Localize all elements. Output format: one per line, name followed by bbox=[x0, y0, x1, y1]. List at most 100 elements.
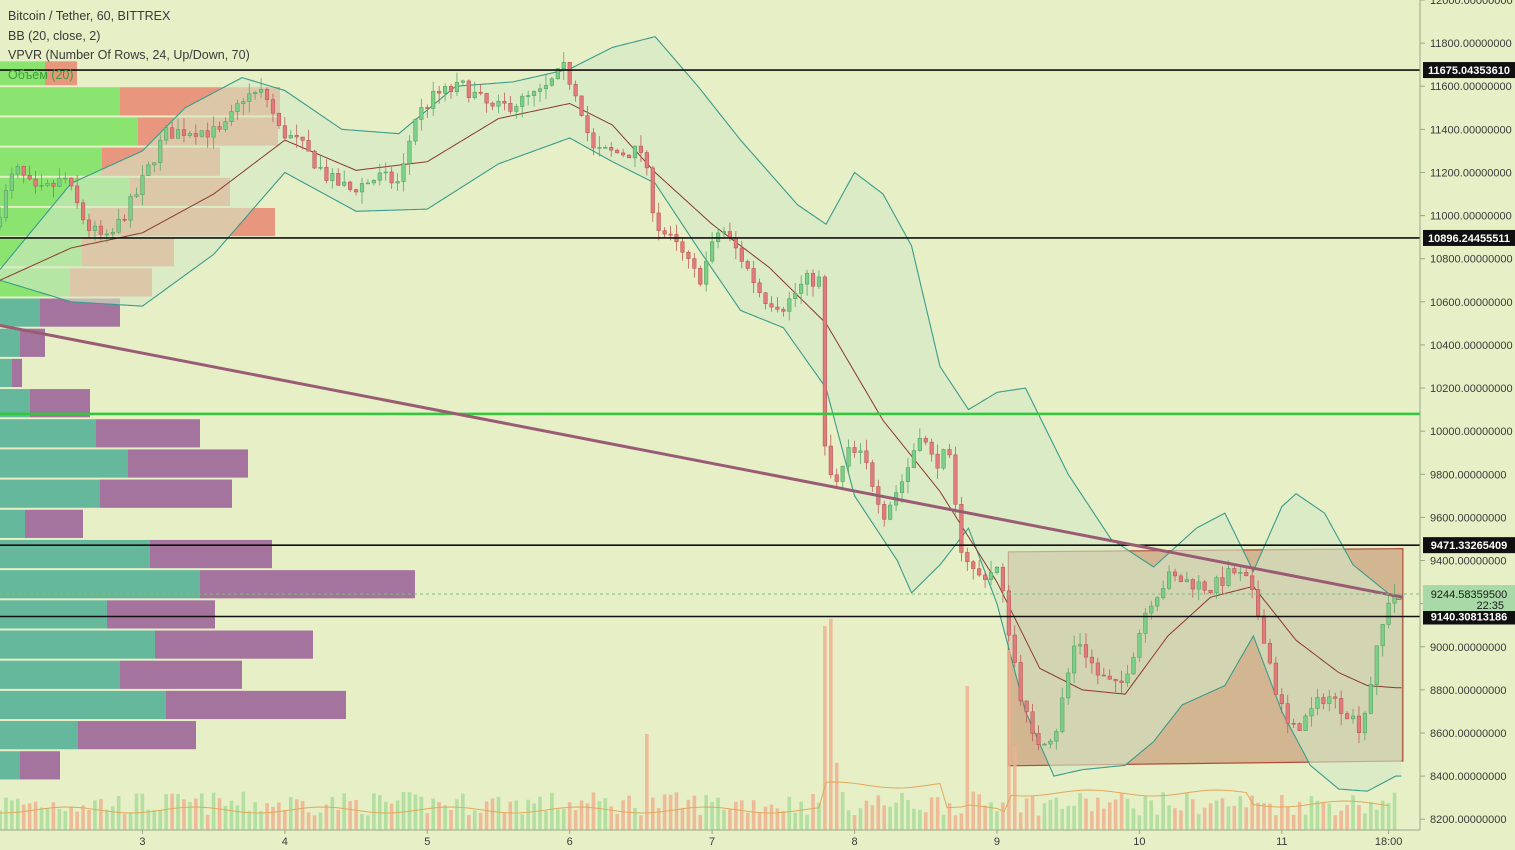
candle-body bbox=[1042, 743, 1047, 746]
volume-bar bbox=[935, 797, 940, 830]
volume-bar bbox=[947, 803, 952, 830]
candle-body bbox=[57, 178, 62, 187]
current-price-box bbox=[1423, 585, 1515, 612]
volume-bar bbox=[1024, 798, 1029, 830]
candle-body bbox=[532, 91, 537, 96]
volume-bar bbox=[1060, 808, 1065, 830]
vpvr-row-up bbox=[0, 389, 30, 418]
volume-bar bbox=[989, 802, 993, 830]
candle-body bbox=[971, 561, 976, 569]
candle-body bbox=[86, 219, 92, 231]
volume-bar bbox=[852, 815, 857, 830]
candle-body bbox=[656, 212, 661, 231]
volume-bar bbox=[1226, 806, 1231, 830]
candle-body bbox=[615, 149, 620, 154]
volume-bar bbox=[1036, 815, 1041, 830]
time-tick-label: 5 bbox=[424, 836, 430, 848]
volume-bar bbox=[1137, 815, 1142, 830]
candle-body bbox=[259, 89, 264, 93]
volume-bar bbox=[205, 814, 210, 830]
candle-body bbox=[888, 504, 893, 520]
volume-bar bbox=[633, 807, 637, 830]
legend-volume[interactable]: Объём (20) bbox=[8, 67, 74, 82]
candle-body bbox=[710, 241, 715, 262]
volume-bar bbox=[431, 798, 436, 830]
volume-bar bbox=[330, 797, 335, 830]
candle-body bbox=[1256, 589, 1261, 617]
volume-bar bbox=[1173, 808, 1177, 830]
vpvr-row-down bbox=[25, 509, 83, 538]
volume-bar bbox=[561, 808, 566, 830]
vpvr-histogram bbox=[0, 61, 415, 780]
volume-bar bbox=[556, 809, 560, 830]
descending-trendline[interactable] bbox=[0, 324, 1404, 599]
volume-bar bbox=[1196, 814, 1201, 830]
candle-body bbox=[816, 276, 821, 287]
candle-body bbox=[419, 107, 424, 120]
candle-body bbox=[354, 189, 359, 193]
volume-bar bbox=[366, 815, 370, 830]
candle-body bbox=[490, 102, 495, 107]
volume-bar bbox=[10, 800, 14, 830]
candle-body bbox=[1143, 612, 1148, 634]
volume-bar bbox=[1185, 793, 1189, 830]
volume-bar bbox=[983, 805, 987, 830]
candle-body bbox=[1172, 571, 1178, 577]
vpvr-row-up bbox=[0, 328, 20, 357]
candle-body bbox=[128, 196, 133, 221]
price-level-label: 10896.24455511 bbox=[1428, 233, 1510, 245]
price-tick-label: 12000.00000000 bbox=[1430, 0, 1513, 7]
candle-body bbox=[775, 306, 780, 310]
candle-body bbox=[383, 171, 388, 174]
volume-bar bbox=[799, 801, 803, 830]
candle-body bbox=[1167, 571, 1172, 589]
volume-bar bbox=[1042, 803, 1047, 830]
legend-bollinger[interactable]: BB (20, close, 2) bbox=[8, 28, 101, 43]
volume-bar bbox=[1327, 803, 1332, 830]
candle-body bbox=[306, 140, 311, 152]
volume-bar bbox=[271, 806, 275, 830]
volume-bar bbox=[793, 812, 798, 830]
candle-body bbox=[199, 130, 204, 137]
volume-bar bbox=[45, 808, 50, 830]
volume-bar bbox=[360, 813, 364, 830]
drawn-lines[interactable] bbox=[0, 69, 1420, 618]
volume-bar bbox=[888, 806, 892, 830]
time-axis[interactable]: 3 4 5 6 7 8 9 10 11 18:00 bbox=[0, 829, 1420, 848]
candle-body bbox=[698, 268, 703, 285]
candle-body bbox=[1380, 624, 1385, 647]
legend-vpvr[interactable]: VPVR (Number Of Rows, 24, Up/Down, 70) bbox=[8, 48, 250, 62]
candle-body bbox=[1297, 723, 1302, 731]
candle-body bbox=[443, 86, 448, 94]
time-axis-background bbox=[0, 830, 1515, 850]
candle-body bbox=[294, 135, 299, 138]
candle-body bbox=[3, 190, 8, 218]
volume-bar bbox=[336, 810, 341, 830]
volume-bar bbox=[110, 806, 115, 830]
legend-symbol[interactable]: Bitcoin / Tether, 60, BITTREX bbox=[8, 9, 171, 23]
volume-bar bbox=[1214, 800, 1219, 830]
volume-bar bbox=[0, 810, 2, 830]
candle-body bbox=[1368, 684, 1373, 714]
vpvr-row-up bbox=[0, 419, 96, 448]
volume-bar bbox=[33, 801, 38, 830]
candle-body bbox=[110, 231, 115, 235]
price-label-box bbox=[1423, 537, 1515, 554]
volume-bar bbox=[609, 806, 614, 830]
price-tick-label: 10000.00000000 bbox=[1430, 426, 1513, 438]
volume-bar bbox=[449, 810, 453, 830]
volume-bar bbox=[823, 626, 827, 830]
candle-body bbox=[377, 172, 382, 181]
candle-body bbox=[810, 272, 816, 287]
volume-bar bbox=[787, 796, 792, 830]
volume-bar bbox=[395, 800, 400, 830]
candle-body bbox=[484, 93, 489, 104]
time-tick-label: 7 bbox=[709, 836, 715, 848]
volume-bar bbox=[502, 813, 507, 830]
price-tick-label: 10800.00000000 bbox=[1430, 254, 1513, 266]
candle-body bbox=[899, 481, 905, 493]
candle-body bbox=[312, 150, 317, 169]
vpvr-row-up bbox=[0, 600, 107, 629]
volume-bar bbox=[1167, 805, 1171, 830]
